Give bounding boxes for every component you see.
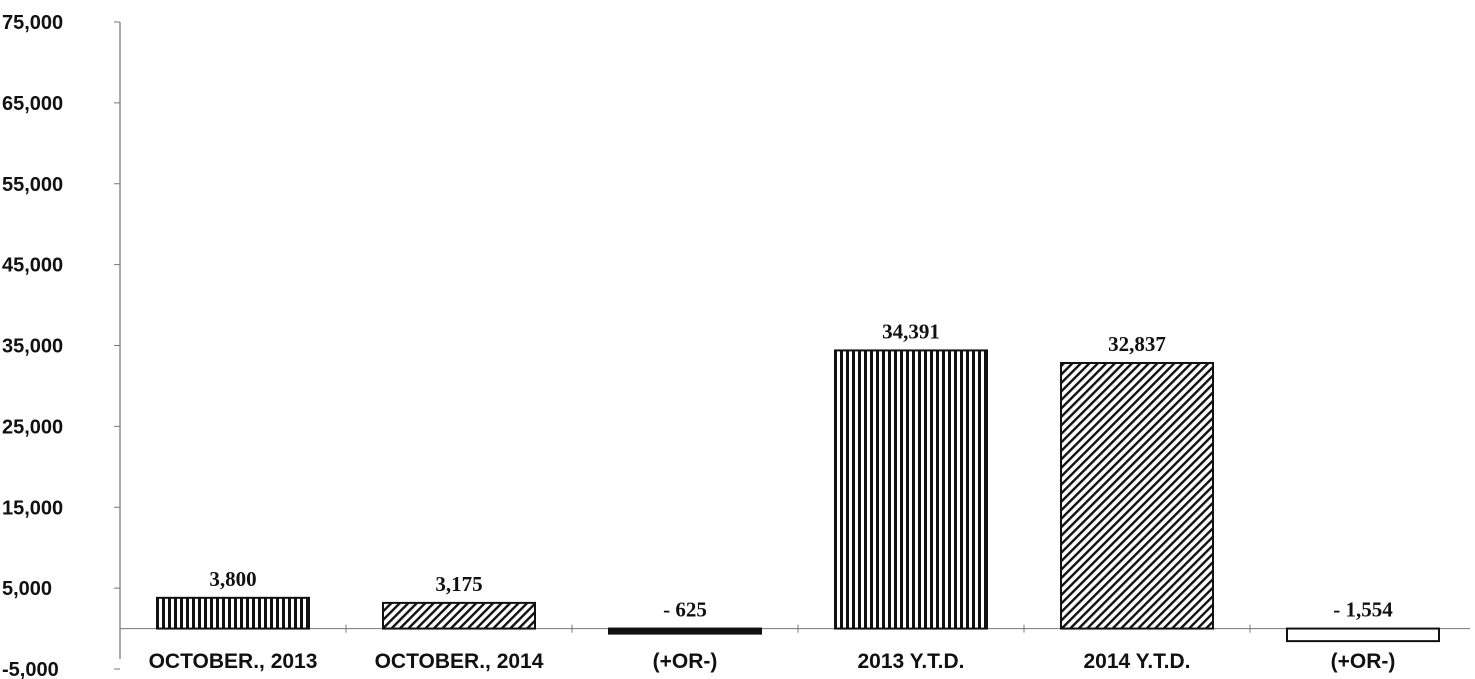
bar: [1060, 361, 1214, 630]
bar: [382, 601, 536, 630]
data-label: 32,837: [1108, 332, 1166, 356]
y-tick-label: 65,000: [2, 93, 63, 115]
y-tick-label: -5,000: [2, 659, 59, 679]
bar: [1286, 627, 1440, 643]
y-tick-label: 45,000: [2, 255, 63, 277]
bar: [834, 349, 988, 630]
category-label: 2013 Y.T.D.: [857, 650, 964, 673]
y-tick-label: 5,000: [2, 578, 52, 600]
axis-layer: -5,000 5,000 15,000 25,000 35,000 45,000 55,00…: [2, 12, 1470, 679]
y-tick-label: 55,000: [2, 174, 63, 196]
category-label: 2014 Y.T.D.: [1083, 650, 1190, 673]
data-label: 3,800: [209, 567, 256, 591]
y-tick-label: 15,000: [2, 497, 63, 519]
category-label: (+OR-): [653, 650, 718, 673]
bar: [156, 596, 310, 630]
bar: [608, 627, 762, 635]
data-label: - 1,554: [1333, 598, 1393, 622]
y-tick-label: 75,000: [2, 12, 63, 34]
data-label: 34,391: [882, 319, 940, 343]
category-label: (+OR-): [1331, 650, 1396, 673]
y-tick-label: 35,000: [2, 336, 63, 358]
labels-layer: 3,800 OCTOBER., 2013 3,175 OCTOBER., 2014 - …: [149, 319, 1396, 673]
category-label: OCTOBER., 2014: [375, 650, 544, 673]
y-tick-label: 25,000: [2, 416, 63, 438]
category-label: OCTOBER., 2013: [149, 650, 318, 673]
data-label: - 625: [663, 598, 707, 622]
bars-layer: [156, 349, 1440, 643]
data-label: 3,175: [435, 572, 482, 596]
